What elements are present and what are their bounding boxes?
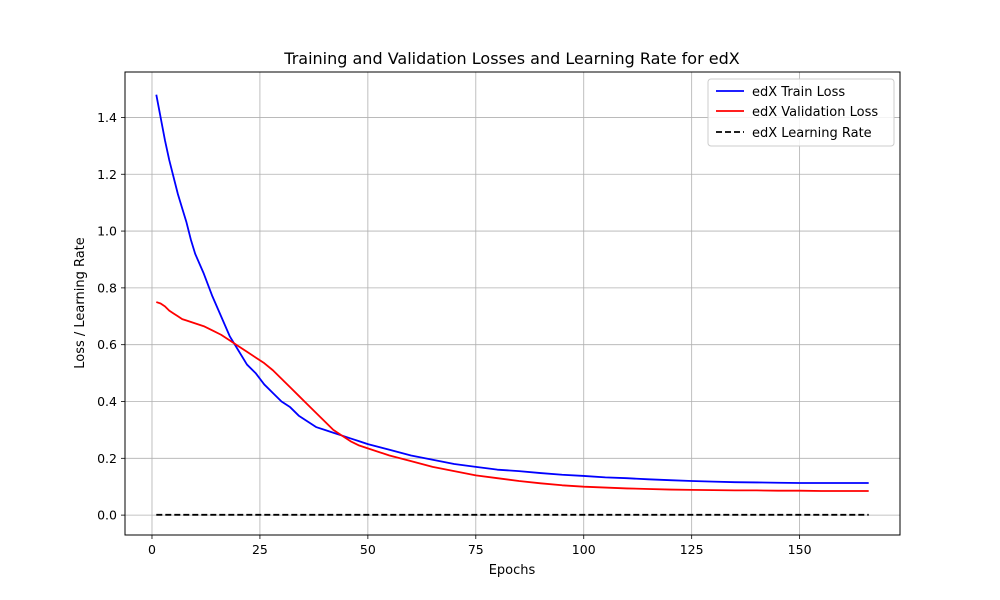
legend-label-learning-rate: edX Learning Rate	[752, 126, 872, 141]
x-tick-label: 100	[572, 542, 596, 557]
y-tick-label: 0.4	[97, 394, 117, 409]
y-axis-label: Loss / Learning Rate	[73, 237, 88, 369]
legend-label-validation-loss: edX Validation Loss	[752, 105, 878, 120]
x-tick-label: 125	[680, 542, 704, 557]
y-tick-label: 0.8	[97, 280, 117, 295]
chart-title: Training and Validation Losses and Learn…	[283, 49, 739, 68]
legend-box	[707, 78, 895, 147]
y-tick-label: 1.2	[97, 167, 117, 182]
series-group	[155, 94, 869, 516]
y-tick-label: 0.2	[97, 451, 117, 466]
y-axis: 0.0 0.2 0.4 0.6 0.8 1.0 1.2 1.4	[97, 110, 125, 523]
series-line-edx-validation-loss	[156, 301, 869, 492]
y-tick-label: 1.4	[97, 110, 117, 125]
x-tick-label: 25	[252, 542, 268, 557]
x-tick-label: 50	[360, 542, 376, 557]
x-axis: 0 25 50 75 100 125 150	[148, 535, 812, 557]
legend: edX Train Loss edX Validation Loss edX L…	[707, 78, 895, 147]
x-tick-label: 75	[468, 542, 484, 557]
x-tick-label: 0	[148, 542, 156, 557]
y-tick-label: 0.0	[97, 508, 117, 523]
grid	[125, 72, 900, 535]
legend-label-train-loss: edX Train Loss	[752, 85, 845, 100]
y-tick-label: 1.0	[97, 224, 117, 239]
x-axis-label: Epochs	[489, 563, 536, 578]
x-tick-label: 150	[788, 542, 812, 557]
plot-frame	[124, 71, 901, 536]
y-tick-label: 0.6	[97, 337, 117, 352]
